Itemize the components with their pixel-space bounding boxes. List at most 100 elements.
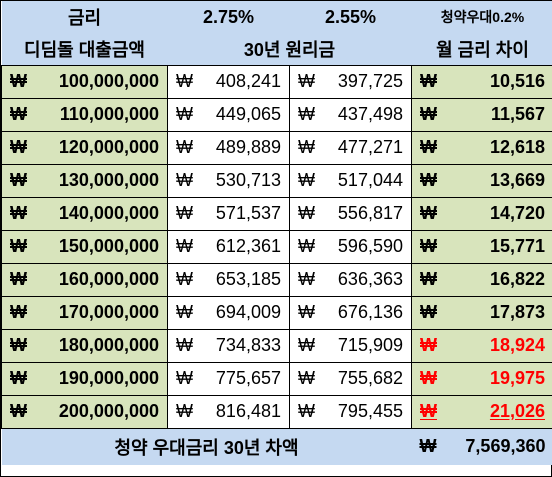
- table-row: ₩160,000,000 ₩653,185 ₩636,363 ₩16,822: [1, 262, 552, 297]
- table-row: ₩140,000,000 ₩571,537 ₩556,817 ₩14,720: [1, 196, 552, 231]
- currency-symbol: ₩: [176, 401, 193, 421]
- table-row: ₩170,000,000 ₩694,009 ₩676,136 ₩17,873: [1, 295, 552, 330]
- monthly-diff-value: 15,771: [489, 236, 545, 256]
- currency-symbol: ₩: [419, 436, 437, 457]
- monthly-diff-value: 11,567: [490, 104, 545, 124]
- currency-symbol: ₩: [176, 71, 193, 91]
- payment-a-cell: ₩612,361: [167, 229, 290, 264]
- rate-a: 2.75%: [167, 1, 290, 33]
- currency-symbol: ₩: [298, 368, 315, 388]
- currency-symbol: ₩: [176, 104, 193, 124]
- monthly-diff-value: 12,618: [489, 137, 545, 157]
- currency-symbol: ₩: [298, 302, 315, 322]
- payment-a-value: 612,361: [215, 236, 281, 256]
- payment-a-cell: ₩816,481: [167, 394, 290, 429]
- currency-symbol: ₩: [10, 71, 27, 91]
- payment-b-cell: ₩755,682: [289, 361, 412, 396]
- currency-symbol: ₩: [10, 401, 27, 421]
- payment-b-cell: ₩477,271: [289, 130, 412, 165]
- monthly-diff-value: 19,975: [489, 368, 545, 388]
- currency-symbol: ₩: [420, 269, 437, 289]
- table-row: ₩110,000,000 ₩449,065 ₩437,498 ₩11,567: [1, 97, 552, 132]
- monthly-diff-cell: ₩14,720: [411, 196, 552, 231]
- currency-symbol: ₩: [10, 236, 27, 256]
- loan-amount-value: 170,000,000: [58, 302, 159, 322]
- loan-amount-cell: ₩180,000,000: [1, 328, 168, 363]
- currency-symbol: ₩: [298, 137, 315, 157]
- loan-amount-value: 140,000,000: [58, 203, 159, 223]
- currency-symbol: ₩: [298, 104, 315, 124]
- payment-a-cell: ₩408,241: [167, 64, 290, 99]
- payment-b-cell: ₩676,136: [289, 295, 412, 330]
- currency-symbol: ₩: [176, 302, 193, 322]
- footer-row: 청약 우대금리 30년 차액 ₩ 7,569,360: [1, 427, 552, 465]
- payment-b-cell: ₩636,363: [289, 262, 412, 297]
- payment-a-cell: ₩571,537: [167, 196, 290, 231]
- payment-b-value: 795,455: [337, 401, 403, 421]
- footer-total: 7,569,360: [465, 436, 546, 457]
- currency-symbol: ₩: [298, 335, 315, 355]
- currency-symbol: ₩: [176, 137, 193, 157]
- table-row: ₩130,000,000 ₩530,713 ₩517,044 ₩13,669: [1, 163, 552, 198]
- monthly-diff-cell: ₩11,567: [411, 97, 552, 132]
- currency-symbol: ₩: [176, 269, 193, 289]
- payment-b-value: 397,725: [337, 71, 403, 91]
- currency-symbol: ₩: [298, 269, 315, 289]
- currency-symbol: ₩: [420, 368, 437, 388]
- loan-amount-cell: ₩120,000,000: [1, 130, 168, 165]
- currency-symbol: ₩: [10, 368, 27, 388]
- currency-symbol: ₩: [420, 236, 437, 256]
- payment-a-cell: ₩694,009: [167, 295, 290, 330]
- column-header-row: 디딤돌 대출금액 30년 원리금 월 금리 차이: [1, 33, 552, 65]
- currency-symbol: ₩: [10, 335, 27, 355]
- table-row: ₩190,000,000 ₩775,657 ₩755,682 ₩19,975: [1, 361, 552, 396]
- currency-symbol: ₩: [10, 137, 27, 157]
- payment-b-value: 596,590: [337, 236, 403, 256]
- currency-symbol: ₩: [420, 71, 437, 91]
- payment-column-header: 30년 원리금: [167, 33, 412, 65]
- loan-amount-value: 130,000,000: [58, 170, 159, 190]
- monthly-diff-cell: ₩13,669: [411, 163, 552, 198]
- payment-b-value: 437,498: [337, 104, 403, 124]
- payment-a-value: 816,481: [215, 401, 281, 421]
- payment-a-cell: ₩734,833: [167, 328, 290, 363]
- monthly-diff-cell: ₩15,771: [411, 229, 552, 264]
- loan-amount-cell: ₩200,000,000: [1, 394, 168, 429]
- loan-amount-cell: ₩170,000,000: [1, 295, 168, 330]
- monthly-diff-value: 16,822: [489, 269, 545, 289]
- payment-a-cell: ₩489,889: [167, 130, 290, 165]
- currency-symbol: ₩: [176, 335, 193, 355]
- payment-a-cell: ₩530,713: [167, 163, 290, 198]
- loan-amount-value: 160,000,000: [58, 269, 159, 289]
- table-row: ₩120,000,000 ₩489,889 ₩477,271 ₩12,618: [1, 130, 552, 165]
- currency-symbol: ₩: [420, 401, 437, 421]
- currency-symbol: ₩: [176, 368, 193, 388]
- currency-symbol: ₩: [10, 203, 27, 223]
- payment-a-value: 653,185: [215, 269, 281, 289]
- footer-total-cell: ₩ 7,569,360: [411, 427, 552, 465]
- currency-symbol: ₩: [10, 302, 27, 322]
- loan-amount-value: 200,000,000: [58, 401, 159, 421]
- monthly-diff-value: 13,669: [489, 170, 545, 190]
- monthly-diff-cell: ₩12,618: [411, 130, 552, 165]
- loan-amount-value: 110,000,000: [59, 104, 159, 124]
- payment-a-value: 408,241: [215, 71, 281, 91]
- currency-symbol: ₩: [10, 104, 27, 124]
- currency-symbol: ₩: [10, 269, 27, 289]
- footer-label: 청약 우대금리 30년 차액: [1, 427, 412, 465]
- rate-header-row: 금리 2.75% 2.55% 청약우대0.2%: [1, 1, 552, 33]
- currency-symbol: ₩: [420, 104, 437, 124]
- monthly-diff-value: 10,516: [489, 71, 545, 91]
- monthly-diff-value: 14,720: [489, 203, 545, 223]
- loan-amount-cell: ₩130,000,000: [1, 163, 168, 198]
- loan-amount-value: 120,000,000: [58, 137, 159, 157]
- currency-symbol: ₩: [420, 203, 437, 223]
- payment-b-value: 676,136: [337, 302, 403, 322]
- loan-amount-value: 100,000,000: [58, 71, 159, 91]
- monthly-diff-cell: ₩19,975: [411, 361, 552, 396]
- table-row: ₩200,000,000 ₩816,481 ₩795,455 ₩21,026: [1, 394, 552, 429]
- payment-b-value: 636,363: [337, 269, 403, 289]
- monthly-diff-cell: ₩21,026: [411, 394, 552, 429]
- currency-symbol: ₩: [420, 302, 437, 322]
